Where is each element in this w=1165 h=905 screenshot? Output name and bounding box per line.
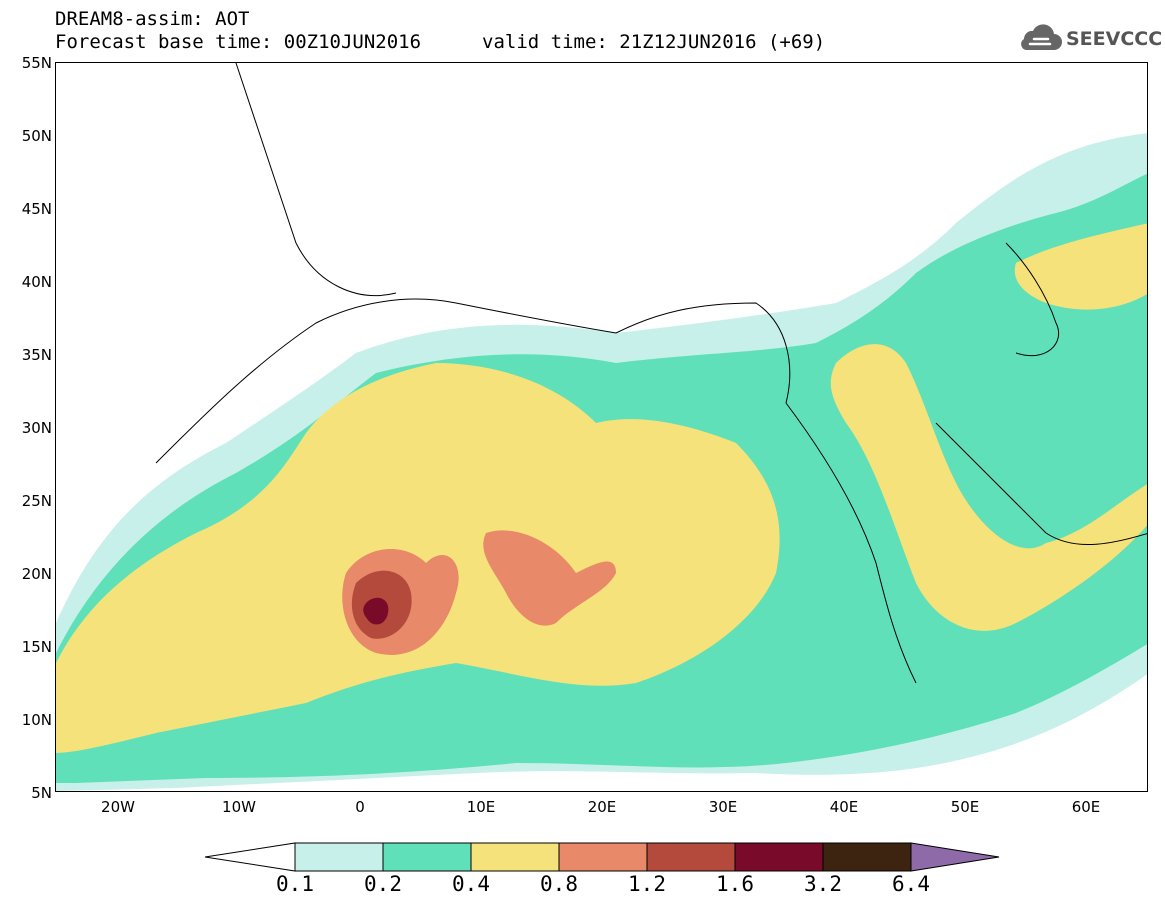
forecast-base-time: Forecast base time: 00Z10JUN2016 <box>55 31 422 53</box>
lat-label: 25N <box>21 492 52 510</box>
aot-band-0.4-east <box>830 344 1147 631</box>
colorbar-segment <box>205 842 296 872</box>
colorbar-segment <box>910 842 1000 872</box>
colorbar-segment <box>382 842 472 872</box>
lon-label: 10E <box>466 798 496 816</box>
colorbar-segment <box>734 842 824 872</box>
colorbar-label: 6.4 <box>892 872 930 896</box>
aot-band-0.8-b <box>483 530 616 626</box>
aot-field <box>56 63 1147 791</box>
lat-label: 15N <box>21 638 52 656</box>
colorbar-label: 0.8 <box>540 872 578 896</box>
lon-label: 0 <box>355 798 365 816</box>
aot-band-1.6 <box>363 597 389 625</box>
lat-label: 35N <box>21 346 52 364</box>
aot-band-0.4-caspian <box>1014 223 1147 310</box>
logo-text: SEEVCCC <box>1066 28 1163 50</box>
lon-label: 30E <box>708 798 738 816</box>
lon-label: 60E <box>1071 798 1101 816</box>
aot-map <box>55 62 1148 792</box>
colorbar-segment <box>822 842 912 872</box>
lat-label: 20N <box>21 565 52 583</box>
colorbar-label: 3.2 <box>804 872 842 896</box>
lat-label: 40N <box>21 273 52 291</box>
lat-label: 50N <box>21 127 52 145</box>
colorbar-segment <box>558 842 648 872</box>
lat-label: 10N <box>21 711 52 729</box>
colorbar <box>205 842 1000 872</box>
valid-time: valid time: 21Z12JUN2016 (+69) <box>482 31 826 53</box>
map-title: DREAM8-assim: AOT <box>55 8 250 30</box>
lat-label: 5N <box>31 784 52 802</box>
lon-label: 10W <box>222 798 256 816</box>
coastlines <box>155 63 1147 684</box>
colorbar-label: 1.6 <box>716 872 754 896</box>
colorbar-segment <box>646 842 736 872</box>
colorbar-label: 0.2 <box>364 872 402 896</box>
cloud-icon <box>1021 24 1062 50</box>
lat-label: 55N <box>21 54 52 72</box>
lon-label: 20W <box>101 798 135 816</box>
lat-label: 45N <box>21 200 52 218</box>
colorbar-segment <box>294 842 384 872</box>
lon-label: 50E <box>950 798 980 816</box>
seevccc-logo: SEEVCCC <box>1016 24 1162 56</box>
lon-label: 20E <box>587 798 617 816</box>
colorbar-label: 0.4 <box>452 872 490 896</box>
colorbar-label: 0.1 <box>276 872 314 896</box>
lon-label: 40E <box>829 798 859 816</box>
lat-label: 30N <box>21 419 52 437</box>
colorbar-label: 1.2 <box>628 872 666 896</box>
colorbar-segment <box>470 842 560 872</box>
